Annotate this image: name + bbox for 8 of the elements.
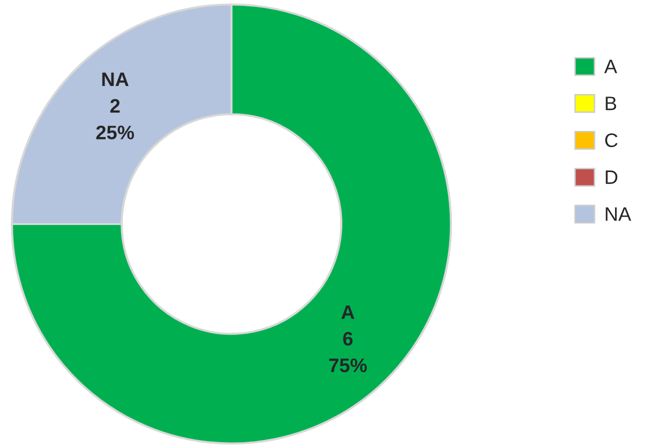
legend-label: C — [605, 133, 618, 148]
legend-label: NA — [606, 207, 632, 221]
legend-label: B — [606, 96, 616, 110]
legend-label: A — [604, 60, 618, 74]
donut-slice — [10, 3, 452, 445]
data-label: A 6 75% — [329, 305, 367, 372]
data-label: NA 2 25% — [96, 72, 134, 140]
legend-label: D — [606, 170, 618, 184]
